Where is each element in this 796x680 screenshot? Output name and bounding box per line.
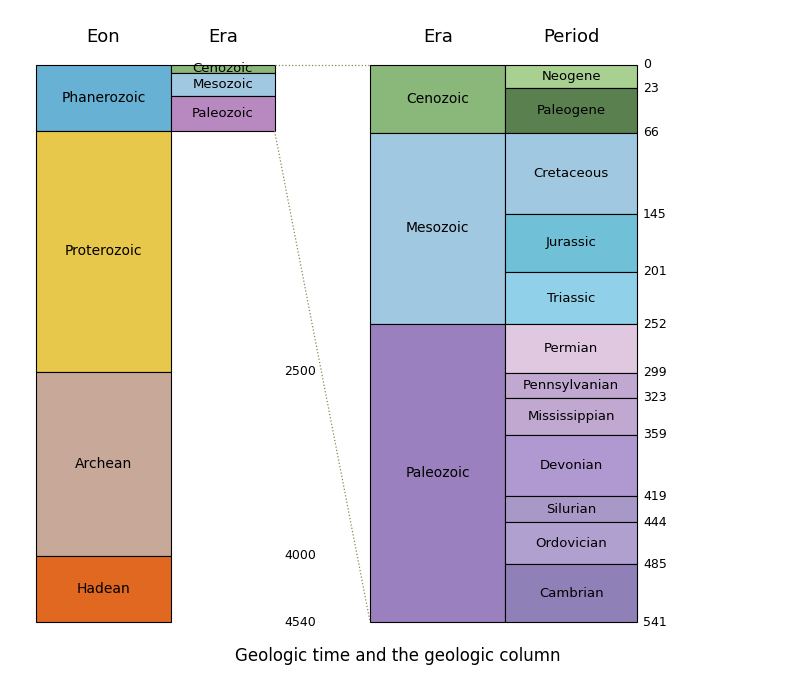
Text: 541: 541 [643, 615, 667, 629]
Text: 201: 201 [643, 265, 667, 278]
Bar [36, 372, 171, 556]
Bar [370, 324, 505, 622]
Text: 4000: 4000 [284, 549, 316, 562]
Text: Eon: Eon [87, 28, 120, 46]
Bar [36, 131, 171, 372]
Text: 23: 23 [643, 82, 659, 95]
Text: Mesozoic: Mesozoic [406, 222, 470, 235]
Text: 66: 66 [643, 126, 659, 139]
Text: 444: 444 [643, 515, 667, 529]
Text: Geologic time and the geologic column: Geologic time and the geologic column [236, 647, 560, 665]
Bar [36, 65, 171, 131]
Bar [370, 65, 505, 133]
Text: 2500: 2500 [284, 365, 316, 378]
Text: Mississippian: Mississippian [528, 409, 615, 422]
Text: Devonian: Devonian [540, 459, 603, 472]
Bar [171, 96, 275, 131]
Text: 299: 299 [643, 367, 667, 379]
Bar [505, 324, 637, 373]
Text: 323: 323 [643, 391, 667, 404]
Text: 485: 485 [643, 558, 667, 571]
Text: Hadean: Hadean [76, 582, 131, 596]
Bar [171, 73, 275, 96]
Text: Permian: Permian [544, 342, 599, 355]
Text: Paleozoic: Paleozoic [192, 107, 254, 120]
Text: Cenozoic: Cenozoic [193, 62, 253, 75]
Text: Jurassic: Jurassic [546, 237, 596, 250]
Text: Archean: Archean [75, 457, 132, 471]
Bar [505, 564, 637, 622]
Text: Phanerozoic: Phanerozoic [61, 91, 146, 105]
Bar [171, 65, 275, 73]
Bar [505, 272, 637, 324]
Bar [505, 522, 637, 564]
Bar [505, 133, 637, 214]
Text: Proterozoic: Proterozoic [64, 244, 142, 258]
Bar [505, 496, 637, 522]
Text: Neogene: Neogene [541, 70, 601, 83]
Text: Triassic: Triassic [547, 292, 595, 305]
Text: Silurian: Silurian [546, 503, 596, 516]
Bar [505, 88, 637, 133]
Text: 359: 359 [643, 428, 667, 441]
Text: Period: Period [543, 28, 599, 46]
Bar [505, 373, 637, 398]
Text: 0: 0 [643, 58, 651, 71]
Text: Paleogene: Paleogene [537, 104, 606, 117]
Text: Cretaceous: Cretaceous [533, 167, 609, 180]
Bar [505, 435, 637, 496]
Bar [505, 214, 637, 272]
Text: 145: 145 [643, 207, 667, 220]
Bar [505, 398, 637, 435]
Bar [370, 133, 505, 324]
Text: Era: Era [423, 28, 453, 46]
Text: 4540: 4540 [284, 615, 316, 629]
Text: Cenozoic: Cenozoic [407, 92, 469, 105]
Bar [36, 556, 171, 622]
Text: Era: Era [208, 28, 238, 46]
Text: Cambrian: Cambrian [539, 587, 603, 600]
Text: 252: 252 [643, 318, 667, 331]
Text: Pennsylvanian: Pennsylvanian [523, 379, 619, 392]
Text: Ordovician: Ordovician [535, 537, 607, 550]
Text: Mesozoic: Mesozoic [193, 78, 253, 90]
Text: 419: 419 [643, 490, 667, 503]
Bar [505, 65, 637, 88]
Text: Paleozoic: Paleozoic [405, 466, 470, 480]
